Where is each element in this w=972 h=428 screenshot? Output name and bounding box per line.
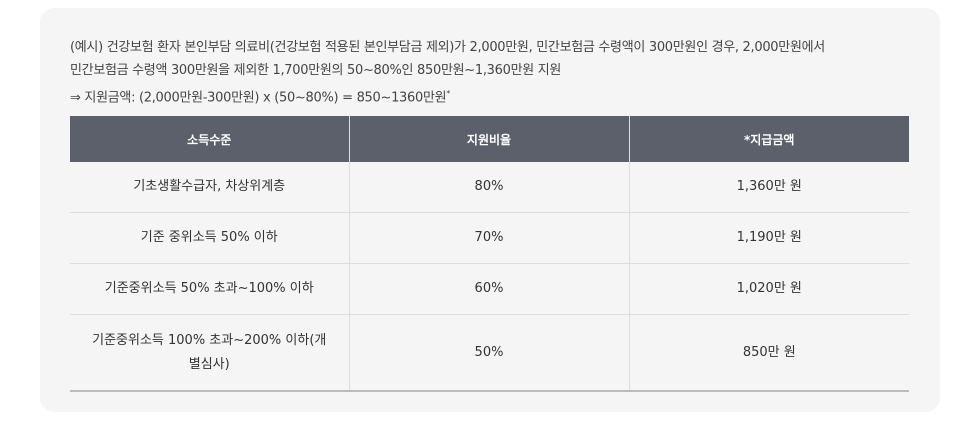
- note-line: 민간보험금 수령액 300만원을 제외한 1,700만원의 50~80%인 85…: [70, 63, 562, 78]
- table-cell: 80%: [348, 162, 629, 213]
- cell-text: 기준중위소득 100% 초과~200% 이하(개별심사): [92, 332, 327, 372]
- superscript: *: [446, 89, 450, 98]
- table-cell: 1,190만 원: [628, 212, 909, 264]
- table-cell: 850만 원: [628, 314, 909, 392]
- table-row: 기초생활수급자, 차상위계층 80% 1,360만 원: [70, 162, 909, 213]
- cell-text: 기준중위소득 50% 초과~100% 이하: [104, 281, 314, 296]
- cell-text: 70%: [474, 230, 504, 245]
- table-cell: 1,020만 원: [628, 263, 909, 315]
- cell-text: 1,020만 원: [736, 281, 802, 296]
- table-cell: 기준중위소득 50% 초과~100% 이하: [70, 263, 349, 315]
- header-cell: *지급금액: [628, 116, 909, 162]
- table-row: 기준중위소득 100% 초과~200% 이하(개별심사) 50% 850만 원: [70, 314, 909, 392]
- table-cell: 기준 중위소득 50% 이하: [70, 212, 349, 264]
- cell-text: 60%: [474, 281, 504, 296]
- note-line: (예시) 건강보험 환자 본인부담 의료비(건강보험 적용된 본인부담금 제외)…: [70, 40, 825, 55]
- cell-text: 850만 원: [742, 344, 796, 360]
- note-line: ⇒ 지원금액: (2,000만원-300만원) x (50~80%) = 850…: [70, 82, 920, 109]
- cell-text: 1,360만 원: [736, 179, 802, 194]
- cell-text: 1,190만 원: [736, 230, 802, 245]
- table-row: 기준중위소득 50% 초과~100% 이하 60% 1,020만 원: [70, 263, 909, 315]
- cell-text: 기초생활수급자, 차상위계층: [133, 179, 286, 194]
- table-cell: 기초생활수급자, 차상위계층: [70, 162, 349, 213]
- table-cell: 기준중위소득 100% 초과~200% 이하(개별심사): [70, 314, 349, 392]
- table-cell: 60%: [348, 263, 629, 315]
- note-line: ⇒ 지원금액: (2,000만원-300만원) x (50~80%) = 850…: [70, 90, 447, 106]
- example-note: (예시) 건강보험 환자 본인부담 의료비(건강보험 적용된 본인부담금 제외)…: [70, 36, 920, 109]
- cell-text: 기준 중위소득 50% 이하: [140, 230, 278, 245]
- cell-text: 80%: [474, 179, 504, 194]
- table-row: 기준 중위소득 50% 이하 70% 1,190만 원: [70, 212, 909, 264]
- table-cell: 70%: [348, 212, 629, 264]
- table-cell: 50%: [348, 314, 629, 392]
- table-cell: 1,360만 원: [628, 162, 909, 213]
- header-row: 소득수준 지원비율 *지급금액: [70, 116, 909, 162]
- header-cell: 지원비율: [348, 116, 629, 162]
- header-cell: 소득수준: [70, 116, 349, 162]
- cell-text: 50%: [474, 344, 504, 360]
